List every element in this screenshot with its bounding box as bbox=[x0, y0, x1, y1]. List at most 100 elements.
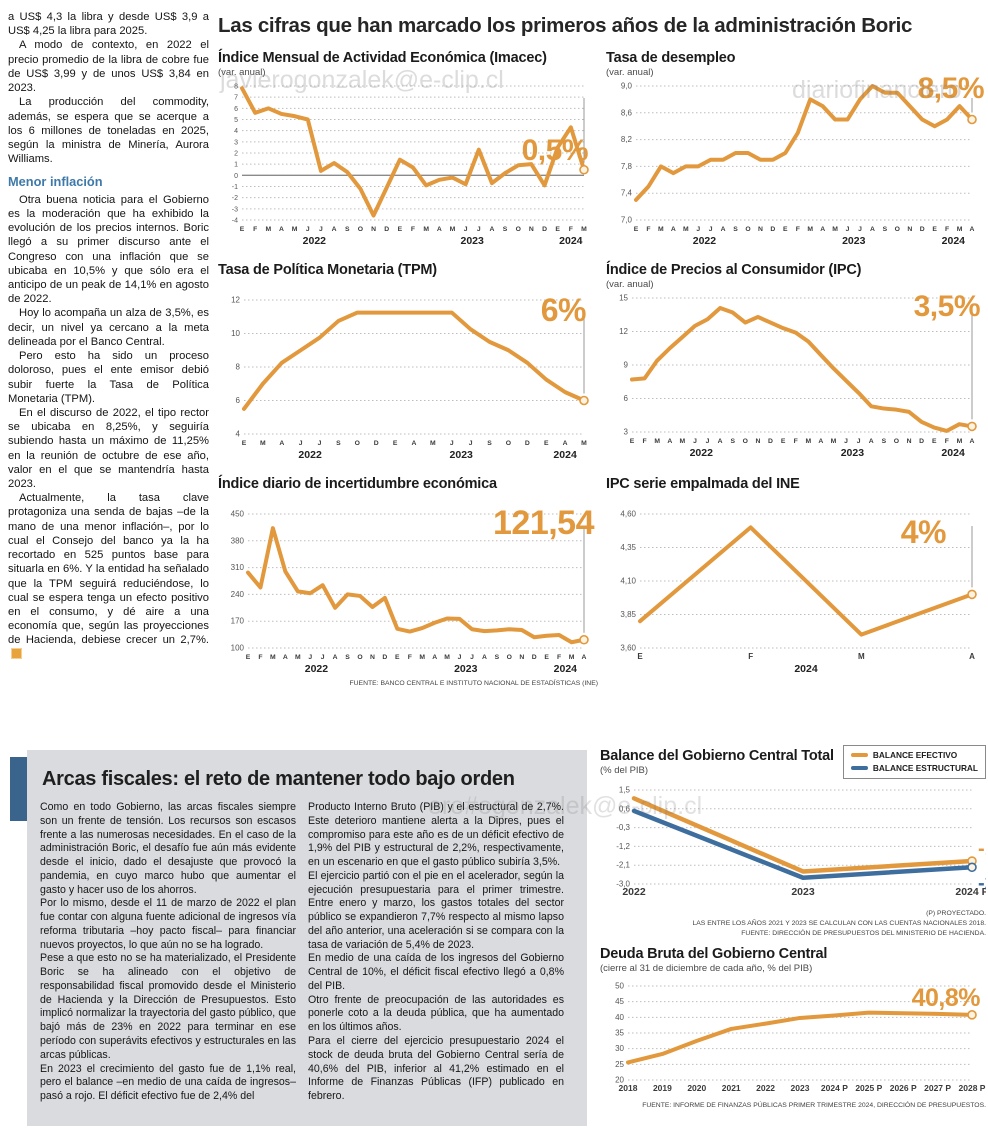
svg-text:3,60: 3,60 bbox=[620, 644, 636, 653]
svg-text:E: E bbox=[555, 226, 560, 233]
feature-paragraph: El ejercicio partió con el pie en el ace… bbox=[308, 869, 564, 951]
svg-text:E: E bbox=[932, 226, 937, 233]
chart-source: FUENTE: INFORME DE FINANZAS PÚBLICAS PRI… bbox=[642, 1102, 986, 1109]
svg-text:E: E bbox=[781, 438, 786, 445]
svg-text:S: S bbox=[730, 438, 735, 445]
svg-text:1,5: 1,5 bbox=[619, 786, 631, 795]
svg-text:6: 6 bbox=[236, 396, 241, 405]
feature-paragraph: En 2023 el crecimiento del gasto fue de … bbox=[40, 1062, 296, 1103]
article-paragraph: Otra buena noticia para el Gobierno es l… bbox=[8, 193, 209, 306]
svg-text:E: E bbox=[242, 440, 247, 447]
legend-swatch-efectivo bbox=[850, 752, 868, 758]
svg-text:A: A bbox=[333, 654, 338, 661]
svg-text:2022: 2022 bbox=[756, 1083, 775, 1093]
svg-text:M: M bbox=[807, 226, 813, 233]
svg-text:D: D bbox=[919, 438, 924, 445]
svg-text:A: A bbox=[279, 226, 284, 233]
svg-text:J: J bbox=[464, 226, 468, 233]
svg-text:D: D bbox=[770, 226, 775, 233]
article-paragraph: En el discurso de 2022, el tipo rector s… bbox=[8, 406, 209, 491]
svg-text:J: J bbox=[846, 226, 850, 233]
incertidumbre-highlight-value: 121,54 bbox=[493, 504, 595, 542]
svg-text:-0,3: -0,3 bbox=[616, 823, 630, 832]
svg-text:2022: 2022 bbox=[693, 235, 717, 247]
svg-text:M: M bbox=[270, 654, 276, 661]
svg-text:O: O bbox=[358, 226, 363, 233]
article-end-icon bbox=[11, 647, 22, 659]
legend-label: BALANCE EFECTIVO bbox=[872, 750, 958, 760]
chart-desempleo: Tasa de desempleo (var. anual) 9,0 8,6 8,2… bbox=[606, 50, 986, 250]
svg-text:N: N bbox=[907, 438, 912, 445]
svg-text:J: J bbox=[306, 226, 310, 233]
svg-text:M: M bbox=[419, 654, 425, 661]
article-paragraph: a US$ 4,3 la libra y desde US$ 3,9 a US$… bbox=[8, 11, 209, 38]
svg-text:F: F bbox=[408, 654, 412, 661]
svg-text:J: J bbox=[693, 438, 697, 445]
svg-text:M: M bbox=[683, 226, 689, 233]
svg-text:J: J bbox=[706, 438, 710, 445]
svg-text:2023: 2023 bbox=[842, 235, 866, 247]
svg-text:4,10: 4,10 bbox=[620, 577, 636, 586]
svg-text:F: F bbox=[646, 226, 650, 233]
feature-paragraph: Pese a que esto no se ha materializado, … bbox=[40, 952, 296, 1061]
svg-text:F: F bbox=[643, 438, 647, 445]
svg-text:M: M bbox=[680, 438, 686, 445]
chart-subtitle: (var. anual) bbox=[606, 279, 654, 290]
svg-text:M: M bbox=[444, 654, 450, 661]
feature-paragraph: Otro frente de preocupación de las autor… bbox=[308, 993, 564, 1034]
svg-text:2022: 2022 bbox=[298, 449, 322, 461]
svg-text:2021: 2021 bbox=[722, 1083, 741, 1093]
chart-deuda: Deuda Bruta del Gobierno Central (cierre… bbox=[600, 946, 986, 1109]
desempleo-plot: 9,0 8,6 8,2 7,8 7,4 7,0 E F M A M J J A S O N D E F M A M J J A S O… bbox=[606, 78, 986, 250]
svg-text:310: 310 bbox=[231, 563, 245, 572]
svg-text:E: E bbox=[395, 654, 400, 661]
svg-text:M: M bbox=[957, 438, 963, 445]
chart-title: Índice diario de incertidumbre económica bbox=[218, 476, 497, 492]
tpm-plot: 12 10 8 6 4 E M A J J S O D E A M J J S O D E A M 2022 2023 2024 bbox=[218, 292, 598, 464]
svg-text:0,6: 0,6 bbox=[619, 804, 631, 813]
svg-text:M: M bbox=[832, 226, 838, 233]
svg-text:N: N bbox=[907, 226, 912, 233]
svg-text:A: A bbox=[432, 654, 437, 661]
svg-text:J: J bbox=[458, 654, 462, 661]
svg-text:-2: -2 bbox=[232, 195, 238, 202]
svg-text:100: 100 bbox=[231, 644, 245, 653]
chart-ipc-empalmada: IPC serie empalmada del INE 4,60 4,35 4,10… bbox=[606, 476, 986, 678]
svg-text:8,6: 8,6 bbox=[621, 108, 633, 117]
svg-text:S: S bbox=[487, 440, 492, 447]
svg-text:2027 P: 2027 P bbox=[924, 1083, 951, 1093]
svg-text:M: M bbox=[423, 226, 429, 233]
svg-text:O: O bbox=[355, 440, 360, 447]
svg-text:M: M bbox=[858, 652, 865, 661]
svg-text:D: D bbox=[768, 438, 773, 445]
svg-text:12: 12 bbox=[231, 296, 240, 305]
svg-text:N: N bbox=[371, 226, 376, 233]
incertidumbre-plot: 450 380 310 240 170 100 E F M A M J J A S O N D E F M A M J J A S O… bbox=[218, 506, 598, 678]
svg-text:A: A bbox=[870, 226, 875, 233]
svg-text:J: J bbox=[844, 438, 848, 445]
svg-text:O: O bbox=[516, 226, 521, 233]
svg-text:-3: -3 bbox=[232, 206, 238, 213]
svg-text:30: 30 bbox=[615, 1044, 624, 1053]
svg-text:F: F bbox=[945, 438, 949, 445]
chart-subtitle: (var. anual) bbox=[606, 67, 654, 78]
svg-text:35: 35 bbox=[615, 1029, 624, 1038]
svg-text:E: E bbox=[932, 438, 937, 445]
svg-text:M: M bbox=[430, 440, 436, 447]
ipc-highlight-value: 3,5% bbox=[913, 290, 981, 323]
svg-text:2025 P: 2025 P bbox=[855, 1083, 882, 1093]
svg-text:2023: 2023 bbox=[791, 1083, 810, 1093]
svg-text:2024: 2024 bbox=[942, 235, 966, 247]
svg-text:J: J bbox=[709, 226, 713, 233]
svg-text:6: 6 bbox=[234, 106, 238, 113]
svg-text:S: S bbox=[883, 226, 888, 233]
svg-text:A: A bbox=[820, 226, 825, 233]
svg-text:A: A bbox=[818, 438, 823, 445]
feature-box-title: Arcas fiscales: el reto de mantener todo… bbox=[42, 768, 515, 790]
svg-text:3: 3 bbox=[624, 428, 629, 437]
svg-text:F: F bbox=[253, 226, 257, 233]
svg-text:2: 2 bbox=[234, 151, 238, 158]
svg-text:-3,0: -3,0 bbox=[616, 880, 630, 889]
